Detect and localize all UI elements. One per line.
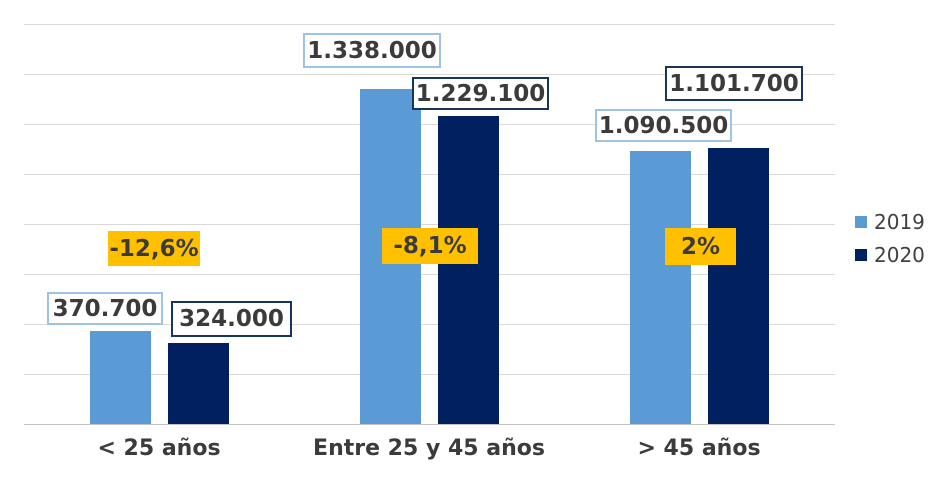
change-badge-Entre 25 y 45 años: -8,1% — [382, 228, 478, 264]
value-label-2019-< 25 años: 370.700 — [47, 292, 163, 325]
gridline — [24, 23, 835, 25]
gridline — [24, 323, 835, 325]
gridline — [24, 273, 835, 275]
bar-2020-< 25 años — [167, 342, 229, 424]
change-badge-> 45 años: 2% — [665, 228, 736, 265]
legend-label-2019: 2019 — [874, 210, 925, 234]
gridline — [24, 373, 835, 375]
legend-item-2020: 2020 — [855, 245, 925, 265]
value-label-2019-> 45 años: 1.090.500 — [595, 109, 732, 142]
legend-swatch-2020-icon — [855, 249, 867, 261]
category-label-> 45 años: > 45 años — [637, 436, 761, 461]
bar-2020-> 45 años — [707, 148, 769, 424]
bar-2019-< 25 años — [89, 331, 151, 424]
legend-item-2019: 2019 — [855, 212, 925, 232]
category-label-< 25 años: < 25 años — [97, 436, 221, 461]
bar-2019-> 45 años — [629, 151, 691, 424]
gridline — [24, 73, 835, 75]
legend-label-2020: 2020 — [874, 243, 925, 267]
value-label-2020-< 25 años: 324.000 — [171, 301, 292, 337]
gridline — [24, 173, 835, 175]
gridline — [24, 123, 835, 125]
bar-2020-Entre 25 y 45 años — [437, 116, 499, 424]
legend-swatch-2019-icon — [855, 216, 867, 228]
value-label-2019-Entre 25 y 45 años: 1.338.000 — [303, 33, 441, 68]
x-axis-line — [24, 424, 835, 425]
legend: 2019 2020 — [855, 212, 925, 265]
value-label-2020-> 45 años: 1.101.700 — [665, 66, 803, 101]
change-badge-< 25 años: -12,6% — [108, 231, 200, 266]
gridline — [24, 223, 835, 225]
category-label-Entre 25 y 45 años: Entre 25 y 45 años — [313, 436, 545, 461]
value-label-2020-Entre 25 y 45 años: 1.229.100 — [412, 77, 549, 110]
